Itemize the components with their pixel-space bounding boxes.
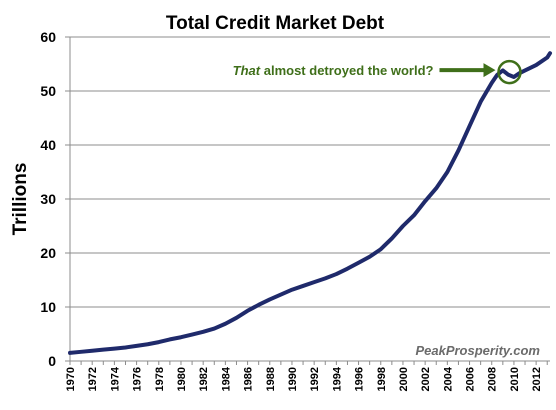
- annotation-text: That almost detroyed the world?: [233, 63, 434, 78]
- y-tick-label: 60: [40, 29, 56, 45]
- chart-title: Total Credit Market Debt: [166, 13, 385, 34]
- x-tick-label: 1998: [376, 367, 388, 391]
- y-tick-label: 10: [40, 299, 56, 315]
- annotation-body: almost detroyed the world?: [260, 63, 433, 78]
- axes: [65, 36, 550, 365]
- watermark: PeakProsperity.com: [415, 343, 540, 358]
- x-tick-label: 1980: [176, 367, 188, 391]
- gridlines: [70, 36, 550, 308]
- x-tick-label: 1988: [265, 367, 277, 391]
- x-tick-label: 2008: [487, 367, 499, 391]
- x-tick-label: 1972: [87, 367, 99, 391]
- y-tick-label: 30: [40, 191, 56, 207]
- x-tick-label: 1982: [198, 367, 210, 391]
- x-tick-label: 1970: [65, 367, 77, 391]
- x-tick-label: 1974: [109, 366, 121, 391]
- y-tick-label: 20: [40, 245, 56, 261]
- x-tick-label: 1996: [354, 367, 366, 391]
- x-tick-label: 1984: [220, 366, 232, 391]
- annotation-circle: [497, 59, 522, 85]
- x-tick-labels: 1970 1972 1974 1976 1978 1980 1982 1984 1986 1988…: [65, 366, 543, 391]
- x-tick-label: 2002: [420, 367, 432, 391]
- y-tick-label: 50: [40, 83, 56, 99]
- x-tick-label: 1990: [287, 367, 299, 391]
- x-tick-label: 1976: [132, 367, 144, 391]
- x-tick-label: 1992: [309, 367, 321, 391]
- y-tick-label: 0: [48, 353, 56, 369]
- annotation-emphasis: That: [233, 63, 261, 78]
- series: [68, 51, 552, 355]
- x-tick-label: 2012: [531, 367, 543, 391]
- x-tick-label: 2000: [398, 367, 410, 391]
- annotations: That almost detroyed the world?: [233, 59, 522, 85]
- x-tick-label: 2006: [465, 367, 477, 391]
- series-line-debt: [68, 51, 552, 355]
- x-tick-label: 1994: [331, 366, 343, 391]
- y-axis-label: Trillions: [10, 163, 31, 236]
- y-tick-label: 40: [40, 137, 56, 153]
- x-tick-label: 1978: [154, 367, 166, 391]
- x-tick-label: 2010: [509, 367, 521, 391]
- x-tick-label: 2004: [442, 366, 454, 391]
- annotation-arrow-head: [483, 63, 496, 78]
- x-tick-label: 1986: [243, 367, 255, 391]
- y-tick-labels: 0 10 20 30 40 50 60: [40, 29, 56, 369]
